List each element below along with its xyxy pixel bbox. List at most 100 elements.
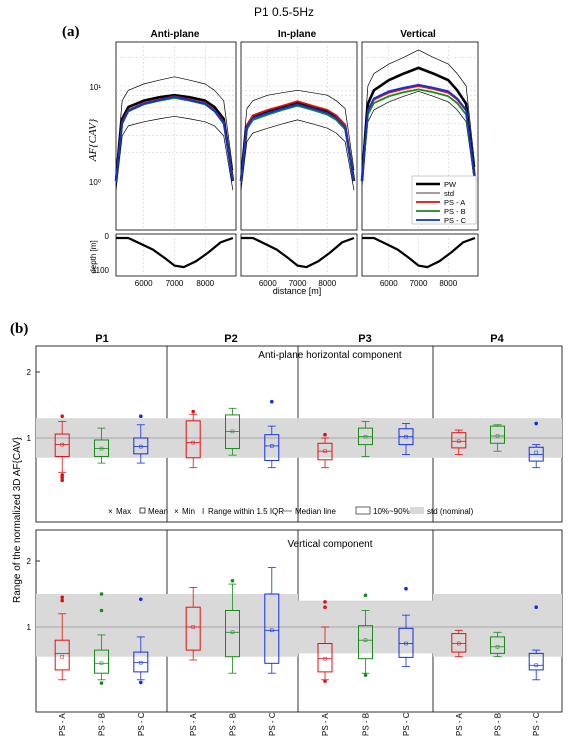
mean-marker [404, 434, 408, 439]
series-line-ps-c [361, 83, 476, 182]
legend-label: PS - C [444, 216, 467, 225]
figure-title: P1 0.5-5Hz [254, 5, 314, 19]
outlier-point [139, 414, 143, 419]
outlier-point [60, 595, 64, 600]
y-tick-10-1: 10¹ [89, 83, 101, 92]
category-label: PS - C [532, 712, 541, 736]
outlier-point [323, 432, 327, 437]
legend-max: Max [116, 507, 131, 516]
box [317, 643, 333, 673]
outlier-point [60, 414, 64, 419]
legend-std: std (nominal) [427, 507, 474, 516]
outlier-point [323, 605, 327, 609]
series-line-ps-b [361, 88, 476, 182]
outlier-point [99, 592, 104, 596]
box [490, 636, 505, 654]
box [451, 432, 467, 449]
mean-marker [99, 446, 104, 451]
outlier-point [60, 598, 64, 603]
mean-marker [495, 434, 500, 438]
panel-b-column-titles: P1 P2 P3 P4 [95, 333, 504, 345]
box [54, 433, 70, 457]
outlier-point [99, 608, 104, 613]
outlier-point [230, 579, 235, 583]
mean-marker [323, 449, 327, 453]
box [264, 593, 280, 664]
subplot-title-in-plane: In-plane [278, 29, 317, 40]
category-label: PS - C [268, 712, 277, 736]
panel-a-x-ticks: 6000 7000 8000 6000 7000 8000 6000 7000 8000 [135, 279, 458, 288]
outlier-point [99, 681, 104, 685]
category-label: PS - B [98, 713, 107, 736]
y-tick-label: 2 [27, 368, 32, 377]
box [528, 652, 544, 671]
series-line-std [361, 49, 476, 168]
mean-marker [404, 641, 408, 646]
x-tick-label: 6000 [135, 279, 153, 288]
category-label: PS - A [189, 713, 198, 736]
legend-std-marker [410, 507, 424, 514]
legend-min-marker: × [174, 507, 179, 516]
row-title-anti-plane: Anti-plane horizontal component [258, 350, 402, 361]
legend-mean: Mean [148, 507, 168, 516]
outlier-point [270, 399, 274, 404]
column-title-p3: P3 [358, 333, 371, 345]
legend-iqr: 10%~90% [373, 507, 410, 516]
mean-marker [495, 645, 500, 649]
box [133, 437, 149, 455]
outlier-point [363, 673, 368, 677]
legend-mean-marker [139, 507, 146, 514]
box [451, 633, 467, 653]
box [94, 649, 109, 674]
outlier-point [191, 409, 195, 414]
y-tick-label: 2 [27, 557, 32, 566]
mean-marker [230, 630, 235, 635]
legend-frame [411, 175, 477, 225]
x-tick-label: 8000 [196, 279, 214, 288]
depth-ylabel: depth [m] [89, 240, 98, 273]
row-title-vertical: Vertical component [287, 539, 372, 550]
panel-a-label: (a) [62, 24, 80, 40]
std-band [433, 594, 562, 657]
mean-marker [99, 661, 104, 666]
box [398, 627, 414, 658]
box [264, 434, 280, 461]
mean-marker [139, 444, 143, 449]
column-title-p4: P4 [490, 333, 504, 345]
x-tick-label: 8000 [318, 279, 336, 288]
panel-a-xlabel: distance [m] [273, 286, 322, 296]
mean-marker [534, 450, 538, 455]
depth-tick-0: 0 [105, 232, 110, 241]
panel-a-series [114, 49, 477, 191]
outlier-point [60, 475, 64, 480]
legend-range: Range within 1.5 IQR [208, 507, 284, 516]
series-line-std [115, 115, 234, 191]
outlier-point [363, 593, 368, 598]
outlier-point [534, 421, 538, 426]
depth-tick-1100: 1100 [92, 266, 110, 275]
mean-marker [270, 444, 274, 448]
mean-marker [323, 656, 327, 661]
legend-label: PW [444, 180, 457, 189]
panel-a-ylabel: AF{CAV} [87, 118, 99, 162]
mean-marker [457, 439, 461, 444]
x-tick-label: 7000 [166, 279, 184, 288]
depth-frame [240, 233, 358, 277]
legend-max-marker: × [108, 507, 113, 516]
panel-b-label: (b) [10, 321, 28, 337]
depth-profile-line [241, 236, 355, 269]
outlier-point [60, 478, 64, 483]
panel-b-legend: × Max Mean × Min I Range within 1.5 IQR … [108, 506, 474, 516]
mean-marker [60, 442, 64, 447]
subplot-title-anti-plane: Anti-plane [151, 29, 200, 40]
series-line-ps-c [115, 95, 234, 182]
category-label: PS - B [362, 713, 371, 736]
outlier-point [139, 680, 143, 685]
panel-b-frame: 2 1 2 1 [27, 345, 563, 713]
plot-frame [240, 41, 358, 231]
outlier-point [139, 597, 143, 602]
mean-marker [363, 638, 368, 642]
legend-label: PS - A [444, 198, 465, 207]
